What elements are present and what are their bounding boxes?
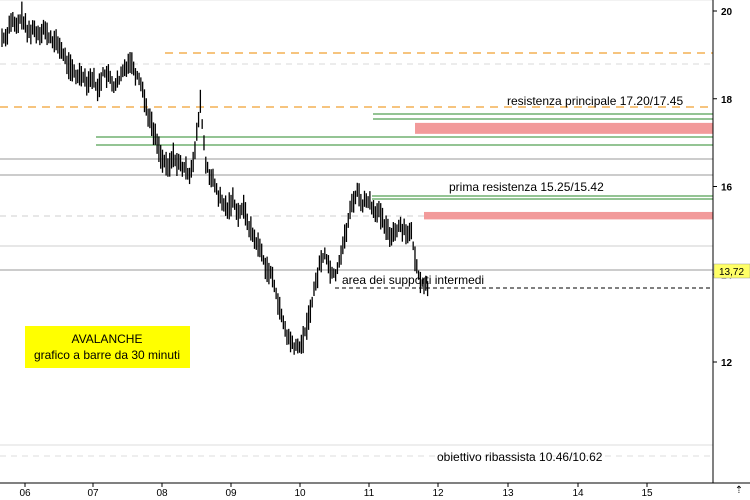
x-tick-label: 14 xyxy=(572,488,584,499)
title-box xyxy=(25,326,190,368)
y-tick-label: 20 xyxy=(721,7,733,18)
y-axis-panel xyxy=(713,0,750,500)
y-tick-label: 18 xyxy=(721,95,733,106)
resistance-zone xyxy=(415,122,713,134)
bearish-target-label: obiettivo ribassista 10.46/10.62 xyxy=(437,450,603,464)
x-tick-label: 06 xyxy=(19,488,31,499)
chart-subtitle: grafico a barre da 30 minuti xyxy=(34,348,180,362)
scroll-up-icon[interactable]: ⇡ xyxy=(735,485,743,496)
x-axis-panel xyxy=(0,483,750,500)
chart-title: AVALANCHE xyxy=(72,332,143,346)
x-tick-label: 13 xyxy=(502,488,514,499)
support-area-label: area dei supporti intermedi xyxy=(342,273,484,287)
resistance-zone xyxy=(424,211,713,220)
x-tick-label: 08 xyxy=(156,488,168,499)
y-tick-label: 16 xyxy=(721,183,733,194)
last-price-value: 13,72 xyxy=(719,267,744,278)
x-tick-label: 11 xyxy=(364,488,375,499)
x-tick-label: 10 xyxy=(294,488,306,499)
x-tick-label: 07 xyxy=(87,488,99,499)
x-tick-label: 15 xyxy=(641,488,653,499)
resistance-first-label: prima resistenza 15.25/15.42 xyxy=(449,180,604,194)
last-price-tag xyxy=(713,263,750,279)
x-tick-label: 09 xyxy=(225,488,237,499)
x-tick-label: 12 xyxy=(432,488,444,499)
y-tick-label: 12 xyxy=(721,358,733,369)
resistance-main-label: resistenza principale 17.20/17.45 xyxy=(507,94,683,108)
